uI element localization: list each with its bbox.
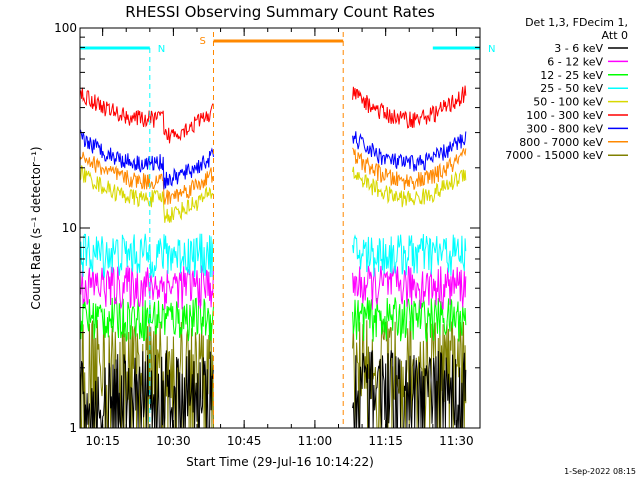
legend-header: Att 0 <box>602 29 628 42</box>
series-line <box>80 265 214 310</box>
x-tick-label: 10:30 <box>156 434 191 448</box>
series-line <box>352 233 467 277</box>
series-line <box>80 319 214 428</box>
legend-label: 800 - 7000 keV <box>519 136 603 149</box>
legend-label: 300 - 800 keV <box>526 122 603 135</box>
series-line <box>352 131 467 172</box>
x-tick-label: 10:15 <box>85 434 120 448</box>
legend-label: 25 - 50 keV <box>540 82 603 95</box>
series-line <box>80 297 214 342</box>
series-line <box>80 87 214 144</box>
x-tick-label: 11:15 <box>368 434 403 448</box>
legend-label: 12 - 25 keV <box>540 69 603 82</box>
saa-label: S <box>199 36 205 47</box>
series-line <box>352 297 467 342</box>
x-tick-label: 11:00 <box>298 434 333 448</box>
series-line <box>352 85 467 129</box>
axes: 10:15 10:30 10:45 11:00 11:15 11:30 1 10 100 <box>54 21 481 448</box>
night-label: N <box>158 44 165 55</box>
x-tick-label: 11:30 <box>439 434 474 448</box>
y-tick-label: 10 <box>62 221 77 235</box>
chart-title: RHESSI Observing Summary Count Rates <box>125 3 435 21</box>
legend-label: 100 - 300 keV <box>526 109 603 122</box>
series-line <box>80 233 214 279</box>
x-tick-label: 10:45 <box>227 434 262 448</box>
series-line <box>352 166 467 208</box>
y-tick-label: 1 <box>69 421 77 435</box>
legend-header: Det 1,3, FDecim 1, <box>525 16 628 29</box>
series-line <box>352 265 467 310</box>
series-line <box>352 147 467 191</box>
night-label: N <box>488 44 495 55</box>
series-line <box>80 129 214 190</box>
generated-timestamp: 1-Sep-2022 08:15 <box>564 467 636 476</box>
series-line <box>80 165 214 223</box>
legend-label: 7000 - 15000 keV <box>505 149 603 162</box>
y-tick-label: 100 <box>54 21 77 35</box>
series-line <box>352 350 467 428</box>
x-axis-label: Start Time (29-Jul-16 10:14:22) <box>186 455 374 469</box>
series-line <box>80 151 214 205</box>
legend-label: 6 - 12 keV <box>547 55 603 68</box>
legend-label: 50 - 100 keV <box>533 96 603 109</box>
y-axis-label: Count Rate (s⁻¹ detector⁻¹) <box>29 146 43 309</box>
plot-area: N NS <box>80 32 495 428</box>
legend-label: 3 - 6 keV <box>554 42 603 55</box>
